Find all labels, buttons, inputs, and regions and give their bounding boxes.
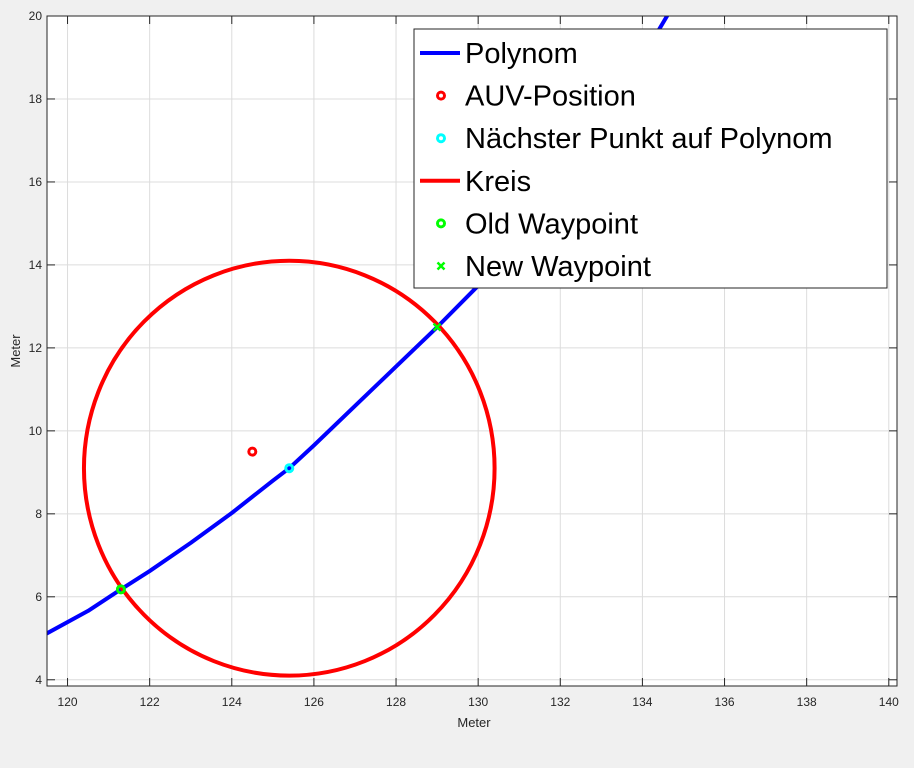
y-tick-label: 4 <box>35 673 42 687</box>
legend-swatch-auv-position <box>436 90 446 101</box>
legend-label-new-waypoint: New Waypoint <box>465 251 651 283</box>
x-tick-label: 124 <box>222 695 242 709</box>
legend-label-n-chster-punkt-auf-polynom: Nächster Punkt auf Polynom <box>465 123 833 155</box>
legend-swatch-old-waypoint <box>436 218 446 229</box>
legend-label-polynom: Polynom <box>465 38 578 70</box>
x-tick-label: 130 <box>468 695 488 709</box>
y-tick-label: 16 <box>29 175 43 189</box>
data-point-old-waypoint <box>115 584 126 595</box>
data-point-n-chster-punkt-auf-polynom <box>284 463 295 474</box>
series-circle-kreis <box>81 258 497 678</box>
x-tick-label: 134 <box>632 695 652 709</box>
y-axis-label: Meter <box>8 334 23 368</box>
legend-label-auv-position: AUV-Position <box>465 81 636 113</box>
y-tick-label: 18 <box>29 92 43 106</box>
x-tick-label: 126 <box>304 695 324 709</box>
data-point-new-waypoint <box>432 322 442 332</box>
ticks: 120 122 124 126 128 130 132 134 136 138 140 4 6 8 10 12… <box>29 9 899 709</box>
y-tick-label: 10 <box>29 424 43 438</box>
legend-swatch-new-waypoint <box>436 261 446 271</box>
y-tick-label: 6 <box>35 590 42 604</box>
y-tick-label: 8 <box>35 507 42 521</box>
x-tick-label: 138 <box>797 695 817 709</box>
legend-swatch-n-chster-punkt-auf-polynom <box>436 133 446 144</box>
legend-label-kreis: Kreis <box>465 166 531 198</box>
x-tick-label: 128 <box>386 695 406 709</box>
legend-label-old-waypoint: Old Waypoint <box>465 208 638 240</box>
x-tick-label: 120 <box>58 695 78 709</box>
legend-box <box>413 28 888 289</box>
axes-box <box>46 15 898 687</box>
legend: Polynom AUV-Position Nächster Punkt auf Po… <box>413 28 888 289</box>
x-tick-label: 140 <box>879 695 899 709</box>
data-point-auv-position <box>247 446 258 457</box>
y-tick-label: 20 <box>29 9 43 23</box>
x-axis-label: Meter <box>457 715 491 730</box>
x-tick-label: 132 <box>550 695 570 709</box>
y-tick-label: 14 <box>29 258 43 272</box>
x-tick-label: 136 <box>715 695 735 709</box>
y-tick-label: 12 <box>29 341 43 355</box>
x-tick-label: 122 <box>140 695 160 709</box>
